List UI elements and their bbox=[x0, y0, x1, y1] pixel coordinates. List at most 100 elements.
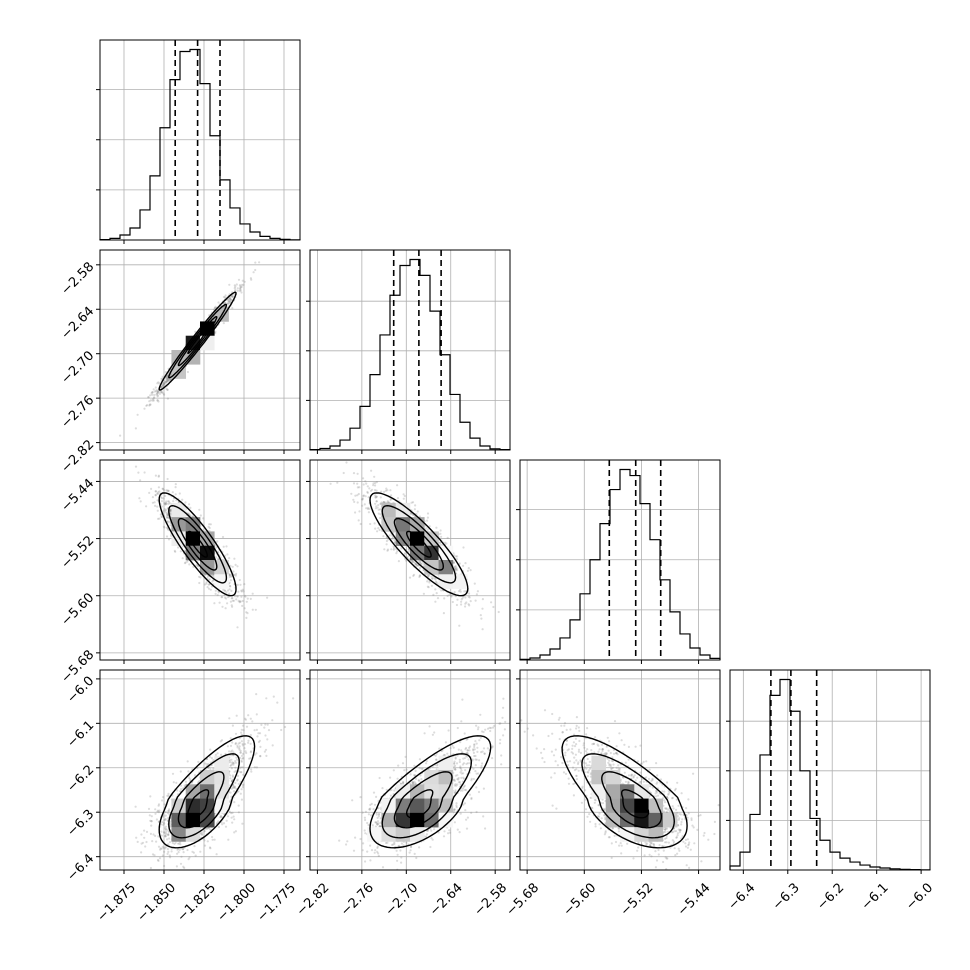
scatter-point bbox=[422, 592, 425, 595]
scatter-point bbox=[167, 834, 170, 837]
scatter-point bbox=[228, 283, 231, 286]
scatter-point bbox=[151, 496, 154, 499]
scatter-point bbox=[241, 588, 244, 591]
scatter-point bbox=[136, 840, 139, 844]
scatter-point bbox=[177, 501, 180, 504]
scatter-point bbox=[425, 527, 428, 530]
scatter-point bbox=[239, 289, 242, 292]
scatter-point bbox=[166, 379, 169, 382]
scatter-point bbox=[242, 283, 245, 286]
scatter-point bbox=[173, 549, 176, 553]
scatter-point bbox=[272, 695, 275, 698]
scatter-point bbox=[179, 550, 182, 553]
scatter-point bbox=[162, 525, 165, 528]
scatter-point bbox=[146, 404, 149, 407]
scatter-point bbox=[370, 469, 373, 472]
scatter-point bbox=[166, 521, 169, 524]
scatter-point bbox=[148, 491, 151, 494]
scatter-point bbox=[234, 574, 237, 577]
contour-level-3 bbox=[168, 303, 228, 379]
scatter-point bbox=[372, 484, 375, 487]
scatter-point bbox=[455, 603, 458, 607]
scatter-point bbox=[249, 751, 252, 754]
scatter-point bbox=[161, 383, 164, 386]
scatter-point bbox=[154, 490, 158, 493]
scatter-point bbox=[263, 750, 266, 753]
scatter-point bbox=[169, 508, 172, 511]
scatter-point bbox=[239, 288, 242, 291]
scatter-point bbox=[374, 507, 377, 510]
scatter-point bbox=[166, 379, 169, 382]
scatter-point bbox=[443, 597, 446, 600]
scatter-point bbox=[151, 853, 155, 856]
scatter-point bbox=[156, 492, 159, 495]
scatter-point bbox=[455, 558, 459, 561]
scatter-point bbox=[258, 261, 261, 264]
scatter-point bbox=[223, 296, 226, 299]
scatter-point bbox=[239, 600, 242, 603]
scatter-point bbox=[379, 502, 382, 506]
histogram-panel-2 bbox=[516, 459, 721, 664]
scatter-point bbox=[162, 831, 165, 834]
scatter-point bbox=[164, 511, 167, 514]
scatter-point bbox=[152, 399, 155, 402]
scatter-point bbox=[189, 778, 192, 781]
scatter-point bbox=[205, 827, 209, 830]
scatter-point bbox=[147, 396, 150, 399]
scatter-point bbox=[165, 378, 168, 381]
scatter-point bbox=[166, 388, 169, 391]
scatter-point bbox=[379, 508, 382, 511]
scatter-point bbox=[153, 396, 156, 399]
scatter-point bbox=[227, 299, 230, 303]
contour-level-1 bbox=[406, 530, 432, 558]
scatter-point bbox=[230, 589, 233, 593]
scatter-point bbox=[360, 498, 364, 501]
scatter-point bbox=[434, 600, 437, 603]
scatter-point bbox=[198, 581, 201, 585]
scatter-point bbox=[236, 779, 239, 782]
scatter-point bbox=[234, 830, 237, 833]
scatter-point bbox=[228, 573, 231, 576]
scatter-point bbox=[383, 548, 386, 551]
scatter-point bbox=[134, 465, 138, 468]
scatter-point bbox=[451, 600, 454, 604]
scatter-point bbox=[416, 564, 419, 567]
scatter-point bbox=[161, 385, 164, 388]
scatter-point bbox=[239, 749, 242, 752]
scatter-point bbox=[368, 487, 371, 490]
scatter-point bbox=[469, 600, 472, 603]
scatter-point bbox=[376, 506, 379, 509]
axis-frame bbox=[99, 459, 301, 661]
scatter-point bbox=[244, 718, 247, 721]
scatter-point bbox=[217, 591, 220, 594]
scatter-point bbox=[240, 285, 243, 288]
scatter-point bbox=[454, 565, 457, 569]
scatter-point bbox=[201, 831, 204, 834]
scatter-point bbox=[156, 399, 159, 402]
scatter-point bbox=[164, 835, 167, 838]
scatter-point bbox=[167, 378, 170, 381]
scatter-point bbox=[230, 787, 233, 790]
scatter-point bbox=[242, 729, 245, 732]
scatter-point bbox=[147, 807, 151, 811]
scatter-point bbox=[224, 589, 227, 592]
scatter-point bbox=[231, 295, 234, 298]
scatter-point bbox=[222, 295, 225, 299]
scatter-point bbox=[382, 501, 385, 504]
scatter-point bbox=[465, 601, 468, 604]
scatter-point bbox=[207, 525, 210, 528]
scatter-point bbox=[393, 538, 396, 542]
scatter-point bbox=[454, 568, 457, 571]
scatter-point bbox=[139, 479, 142, 482]
scatter-point bbox=[426, 585, 429, 588]
scatter-point bbox=[209, 588, 212, 591]
scatter-point bbox=[461, 597, 464, 600]
scatter-point bbox=[213, 602, 216, 605]
scatter-point bbox=[179, 862, 183, 865]
scatter-point bbox=[191, 515, 194, 518]
scatter-point bbox=[225, 591, 228, 594]
scatter-point bbox=[167, 516, 170, 519]
scatter-point bbox=[229, 297, 232, 300]
scatter-point bbox=[329, 482, 332, 485]
